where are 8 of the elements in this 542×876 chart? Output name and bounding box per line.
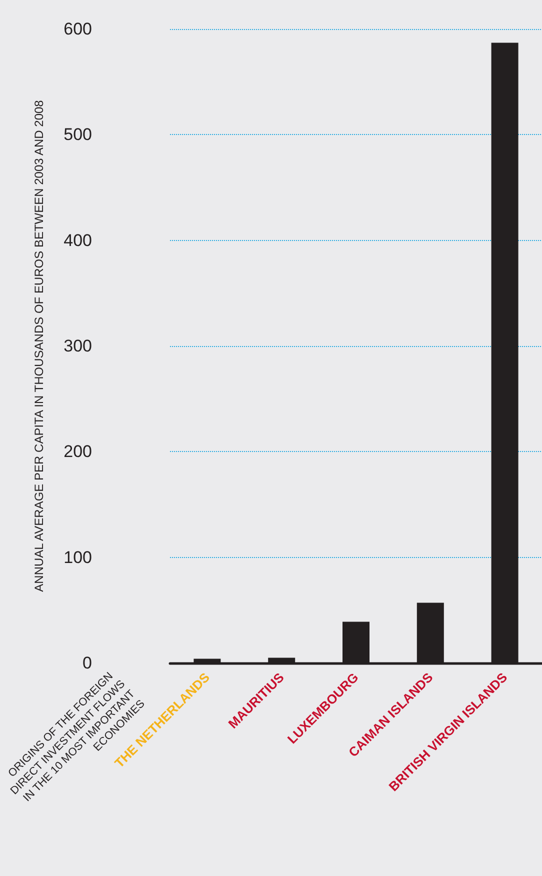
y-tick-label: 0 xyxy=(82,654,92,672)
y-tick-label: 400 xyxy=(64,230,92,250)
y-tick-label: 100 xyxy=(64,548,92,567)
y-tick-label: 500 xyxy=(64,125,92,144)
y-tick-label: 300 xyxy=(64,336,92,356)
y-axis-title: ANNUAL AVERAGE PER CAPITA IN THOUSANDS OF EUROS BETWEEN 2003 AND 2008 xyxy=(32,100,46,592)
y-tick-label: 200 xyxy=(64,442,92,462)
y-tick-label: 600 xyxy=(64,20,92,38)
